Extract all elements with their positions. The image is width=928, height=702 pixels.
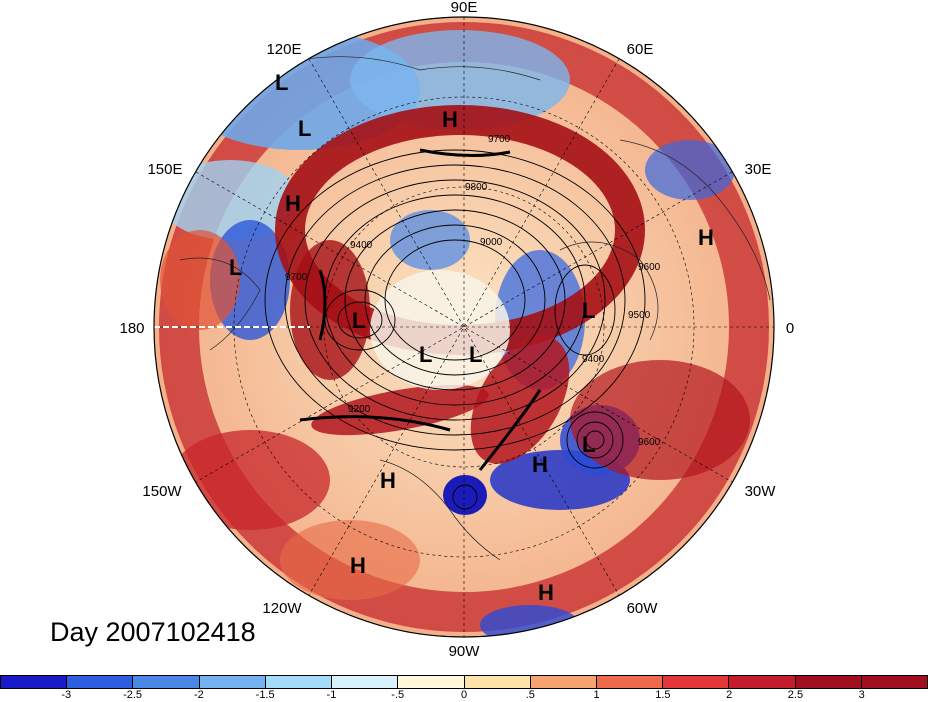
- colorbar-tick-label: 3: [858, 689, 865, 701]
- high-marker: H: [442, 107, 458, 132]
- lon-label-60w: 60W: [627, 600, 659, 617]
- colorbar-tick-label: .5: [525, 689, 535, 701]
- lon-label-90w: 90W: [449, 643, 481, 660]
- low-marker: L: [582, 298, 595, 323]
- colorbar-swatch: [1, 676, 68, 688]
- low-marker: L: [229, 255, 242, 280]
- high-marker: H: [538, 580, 554, 605]
- low-marker: L: [275, 70, 288, 95]
- contour-label: 9400: [350, 240, 373, 251]
- low-marker: L: [419, 342, 432, 367]
- contour-label: 9400: [582, 354, 605, 365]
- lon-label-30e: 30E: [745, 161, 772, 178]
- contour-label: 9600: [638, 437, 661, 448]
- high-marker: H: [532, 452, 548, 477]
- contour-label: 9200: [348, 404, 371, 415]
- colorbar-tick-label: -2: [193, 689, 204, 701]
- lon-label-90e: 90E: [451, 0, 478, 16]
- low-marker: L: [582, 432, 595, 457]
- colorbar-swatch: [464, 676, 531, 688]
- map-title: Day 2007102418: [50, 617, 256, 647]
- colorbar-swatch: [265, 676, 333, 688]
- lon-label-150w: 150W: [142, 483, 182, 500]
- contour-label: 9800: [465, 182, 488, 193]
- colorbar-tick-label: -.5: [391, 689, 405, 701]
- lon-label-60e: 60E: [627, 41, 654, 58]
- high-marker: H: [350, 553, 366, 578]
- colorbar-ticks: -3 -2.5 -2 -1.5 -1 -.5 0 .5 1 1.5 2 2.5 3: [0, 689, 928, 702]
- colorbar-tick-label: 0: [460, 689, 468, 701]
- high-marker: H: [285, 191, 301, 216]
- lon-label-120e: 120E: [266, 41, 301, 58]
- colorbar-tick-label: 2: [726, 689, 733, 701]
- contour-label: 9500: [628, 310, 651, 321]
- colorbar-swatch: [663, 676, 730, 688]
- colorbar-swatch: [67, 676, 134, 688]
- polar-map: 90E 60E 30E 0 30W 60W 90W 120W 150W 180 …: [119, 0, 794, 660]
- height-contours: [264, 148, 646, 510]
- lon-label-30w: 30W: [745, 483, 777, 500]
- colorbar-tick-label: -1: [326, 689, 337, 701]
- coastlines: [179, 56, 771, 561]
- contour-label: 9700: [285, 272, 308, 283]
- low-marker: L: [469, 342, 482, 367]
- map-boundary: [153, 16, 775, 638]
- contour-label: 9700: [488, 134, 511, 145]
- lon-label-120w: 120W: [262, 600, 302, 617]
- colorbar-swatch: [199, 676, 266, 688]
- high-marker: H: [698, 225, 714, 250]
- colorbar-tick-label: 1: [593, 689, 600, 701]
- colorbar: [0, 675, 928, 689]
- colorbar-swatch: [133, 676, 200, 688]
- colorbar-tick-label: -3: [61, 689, 72, 701]
- high-marker: H: [380, 468, 396, 493]
- contour-label: 9600: [638, 262, 661, 273]
- colorbar-tick-label: 2.5: [787, 689, 804, 701]
- colorbar-swatch: [398, 676, 465, 688]
- colorbar-swatch: [332, 676, 399, 688]
- contour-label: 9000: [480, 237, 503, 248]
- colorbar-swatch: [729, 676, 796, 688]
- colorbar-swatch: [596, 676, 664, 688]
- colorbar-tick-label: 1.5: [655, 689, 671, 701]
- colorbar-swatch: [861, 676, 928, 688]
- lon-label-180: 180: [119, 320, 144, 337]
- colorbar-swatch: [795, 676, 862, 688]
- colorbar-swatch: [530, 676, 597, 688]
- lon-label-0: 0: [786, 320, 794, 337]
- anomaly-field: [154, 17, 774, 637]
- low-marker: L: [298, 116, 311, 141]
- lon-label-150e: 150E: [147, 161, 182, 178]
- colorbar-tick-label: -1.5: [255, 689, 275, 701]
- colorbar-tick-label: -2.5: [123, 689, 143, 701]
- low-marker: L: [352, 308, 365, 333]
